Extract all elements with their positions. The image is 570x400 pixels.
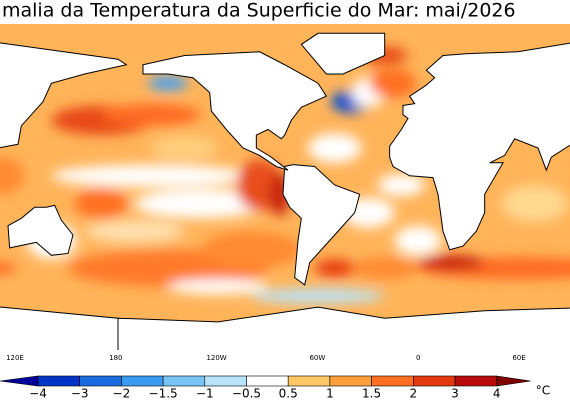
colorbar-label: 2 — [409, 387, 417, 400]
colorbar-label: −4 — [29, 387, 47, 400]
anomaly-patch — [251, 288, 385, 304]
anomaly-patch — [394, 225, 442, 256]
colorbar-label: 0.5 — [279, 387, 298, 400]
longitude-label: 60E — [512, 354, 525, 362]
colorbar-segment — [204, 375, 247, 387]
colorbar-label: −0.5 — [232, 387, 261, 400]
colorbar-segment — [37, 375, 81, 387]
longitude-label: 120W — [206, 354, 226, 362]
anomaly-patch — [134, 188, 269, 219]
anomaly-patch — [314, 259, 355, 278]
colorbar-arrow — [0, 375, 39, 387]
map — [0, 24, 570, 350]
anomaly-patch — [0, 261, 19, 275]
anomaly-patch — [0, 157, 25, 195]
longitude-label: 180 — [109, 354, 122, 362]
land — [0, 32, 570, 350]
colorbar-segment — [412, 375, 456, 387]
longitude-label: 0 — [416, 354, 420, 362]
colorbar-segment — [287, 375, 331, 387]
colorbar-segment — [371, 375, 414, 387]
anomaly-patch — [74, 188, 129, 219]
anomaly-patch — [201, 231, 302, 269]
colorbar-label: −3 — [71, 387, 89, 400]
colorbar-segment — [121, 375, 164, 387]
anomaly-field — [0, 46, 570, 304]
longitude-label: 60W — [309, 354, 325, 362]
longitude-labels: 120E 180 120W 60W 0 60E — [6, 354, 526, 362]
colorbar-segment — [454, 375, 498, 387]
colorbar-label: 3 — [451, 387, 459, 400]
colorbar-unit: °C — [536, 384, 550, 398]
anomaly-patch — [369, 68, 417, 99]
colorbar-label: −2 — [113, 387, 131, 400]
anomaly-patch — [84, 220, 185, 243]
anomaly-patch — [307, 133, 362, 163]
colorbar-label: −1 — [196, 387, 214, 400]
colorbar-label: 4 — [493, 387, 501, 400]
colorbar-segment — [246, 375, 289, 387]
anomaly-patch — [501, 185, 569, 222]
anomaly-patch — [151, 136, 219, 160]
landmass — [0, 306, 119, 350]
landmass — [300, 32, 386, 75]
landmass — [117, 306, 570, 350]
colorbar-label: 1 — [326, 387, 334, 400]
landmass — [389, 42, 570, 251]
anomaly-patch — [417, 255, 485, 271]
colorbar-arrow — [496, 375, 531, 387]
anomaly-patch — [167, 279, 269, 295]
landmass — [142, 51, 328, 171]
anomaly-patch — [101, 103, 202, 126]
anomaly-patch — [51, 164, 252, 187]
longitude-label: 120E — [6, 354, 24, 362]
map-title: malia da Temperatura da Superficie do Ma… — [2, 0, 516, 22]
anomaly-patch — [147, 75, 189, 91]
colorbar-segment — [329, 375, 372, 387]
colorbar-label: 1.5 — [362, 387, 381, 400]
colorbar-segment — [79, 375, 122, 387]
landmass — [0, 42, 128, 149]
landmass — [282, 164, 361, 286]
landmass — [7, 204, 74, 256]
anomaly-patch — [351, 257, 419, 280]
colorbar-label: −1.5 — [149, 387, 178, 400]
anomaly-patch — [377, 173, 425, 197]
colorbar-segment — [162, 375, 206, 387]
colorbar: −4 −3 −2 −1.5 −1 −0.5 0.5 1 1.5 2 3 4 °C — [0, 375, 550, 400]
